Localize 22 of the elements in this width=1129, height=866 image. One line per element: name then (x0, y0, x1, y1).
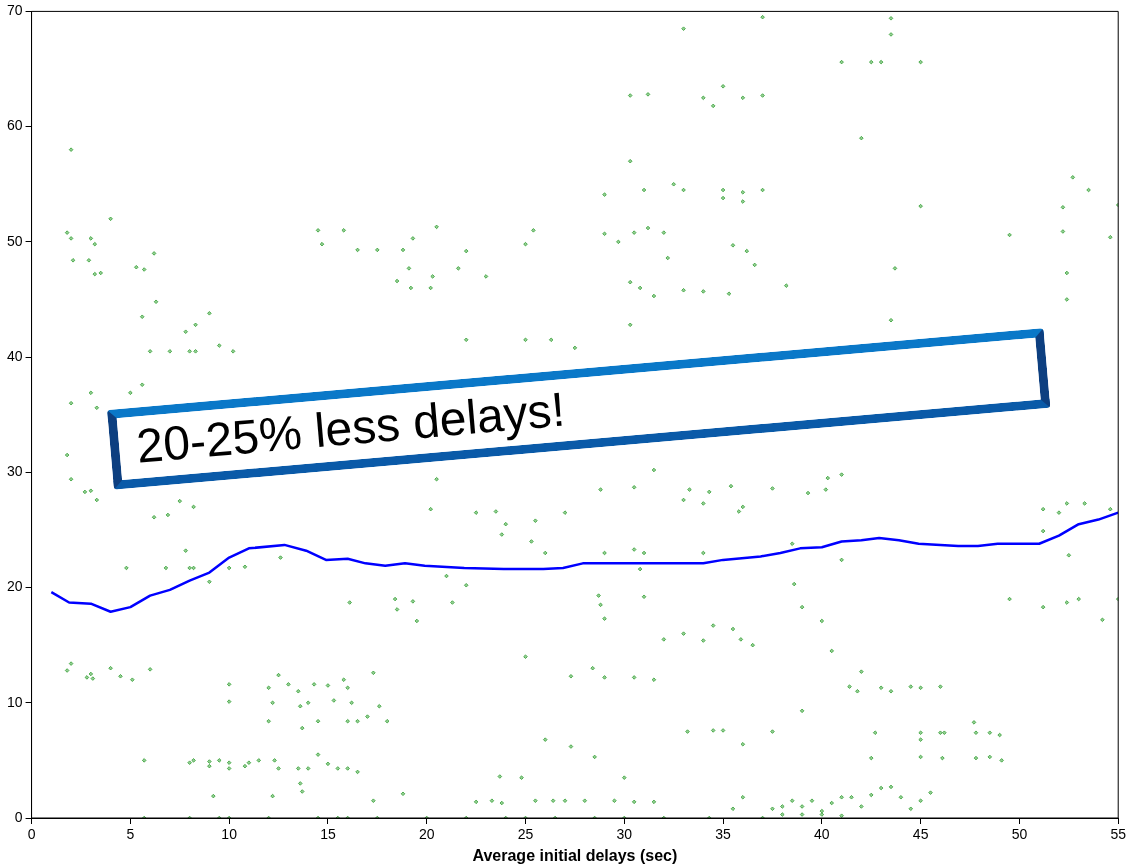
y-tick-label: 20 (6, 578, 23, 595)
x-axis-title: Average initial delays (sec) (472, 846, 678, 864)
x-tick-label: 40 (814, 826, 830, 843)
y-tick-label: 70 (6, 2, 23, 19)
y-tick-label: 0 (14, 808, 23, 825)
x-tick-label: 50 (1011, 826, 1028, 843)
x-tick-label: 10 (221, 826, 238, 843)
x-tick-label: 30 (616, 826, 633, 843)
y-tick-label: 60 (6, 117, 23, 134)
y-tick-label: 10 (6, 693, 23, 710)
x-tick-label: 35 (715, 826, 732, 843)
x-tick-label: 25 (517, 826, 534, 843)
x-tick-label: 15 (320, 826, 336, 843)
y-tick-label: 50 (6, 232, 23, 249)
x-tick-label: 55 (1110, 826, 1127, 843)
y-tick-label: 40 (6, 347, 23, 364)
y-tick-label: 30 (6, 463, 23, 480)
x-tick-label: 20 (418, 826, 435, 843)
x-tick-label: 45 (912, 826, 929, 843)
x-tick-label: 5 (126, 826, 135, 843)
x-tick-label: 0 (27, 826, 36, 843)
annotation: 20-25% less delays! (134, 381, 568, 475)
